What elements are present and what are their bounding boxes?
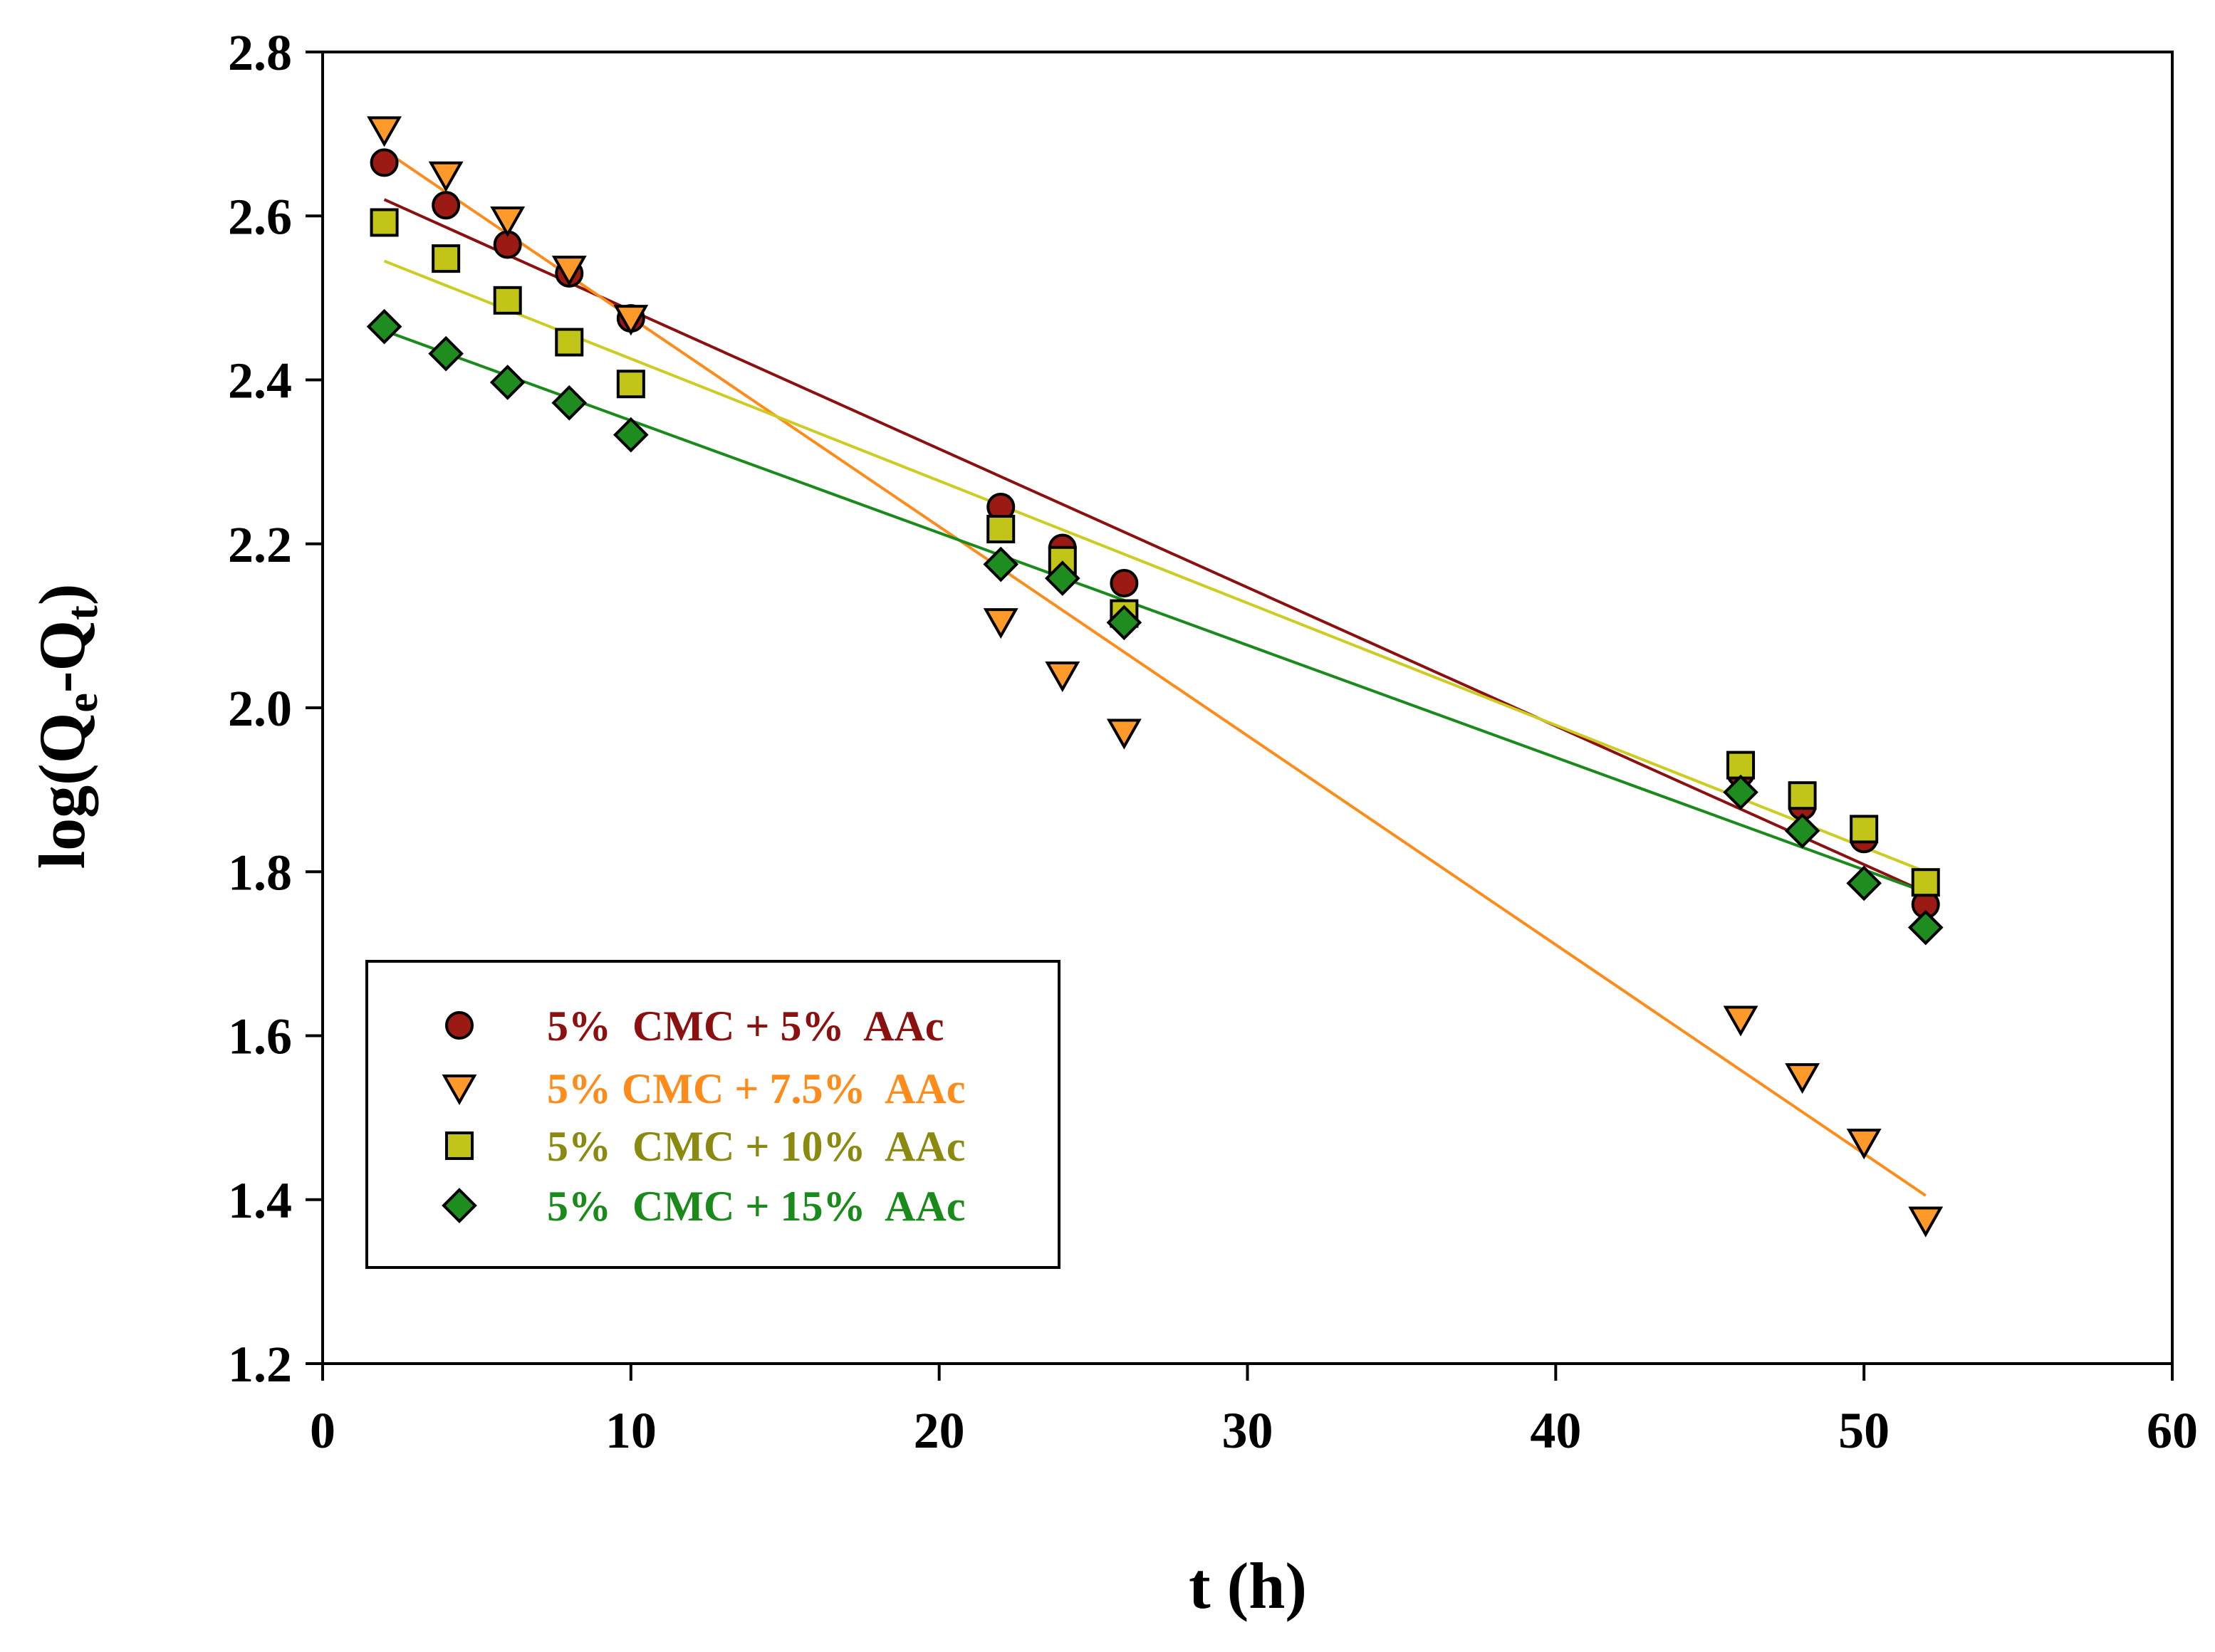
fit-line-series-4 (383, 329, 1927, 894)
data-point-series-1 (1110, 569, 1139, 598)
data-point-series-2 (613, 305, 649, 336)
x-tick-label: 20 (914, 1402, 965, 1459)
data-point-series-3 (1726, 751, 1756, 780)
data-point-series-4 (983, 546, 1019, 582)
data-point-series-2 (1045, 661, 1080, 693)
legend-items: 5% CMC + 5% AAc 5% CMC + 7.5% AAc 5% CMC +… (442, 1003, 965, 1230)
x-tick-label: 50 (1838, 1402, 1890, 1459)
data-point-series-4 (1044, 560, 1080, 596)
data-point-series-3 (616, 370, 645, 399)
y-tick-label: 2.2 (228, 516, 292, 573)
x-tick-label: 0 (310, 1402, 335, 1459)
y-axis-title-sub-e: e (58, 693, 107, 713)
x-tick-label: 30 (1222, 1402, 1273, 1459)
fit-line-series-3 (383, 259, 1927, 874)
data-point-series-2 (1723, 1005, 1758, 1037)
legend: 5% CMC + 5% AAc 5% CMC + 7.5% AAc 5% CMC +… (365, 960, 1060, 1269)
y-axis-title-mid: -Q (26, 620, 98, 693)
data-point-series-4 (366, 308, 402, 345)
data-markers (366, 116, 1944, 1238)
data-point-series-4 (1106, 605, 1142, 641)
y-tick-label: 1.2 (228, 1336, 292, 1393)
data-point-series-3 (1788, 781, 1817, 810)
data-point-series-3 (555, 328, 584, 357)
data-point-series-4 (613, 417, 649, 453)
fit-line-series-1 (383, 198, 1927, 894)
legend-marker-series-1 (445, 1011, 474, 1040)
y-tick-label: 1.6 (228, 1008, 292, 1065)
data-point-series-3 (370, 208, 399, 237)
legend-label-series-4: 5% CMC + 15% AAc (547, 1183, 965, 1230)
y-tick-label: 1.4 (228, 1172, 292, 1229)
y-axis-title-suffix: ) (26, 584, 98, 606)
data-point-series-2 (1106, 718, 1142, 750)
data-point-series-2 (551, 256, 587, 287)
data-point-series-4 (489, 365, 526, 400)
data-point-series-2 (1846, 1129, 1882, 1160)
y-axis-title-sub-t: t (58, 605, 107, 620)
y-tick-label: 1.8 (228, 844, 292, 901)
legend-label-series-1: 5% CMC + 5% AAc (547, 1003, 944, 1050)
data-point-series-4 (1846, 865, 1882, 901)
data-point-series-4 (428, 335, 464, 372)
data-point-series-1 (432, 191, 461, 220)
x-tick-label: 40 (1530, 1402, 1581, 1459)
data-point-series-4 (1784, 812, 1820, 849)
data-point-series-2 (1908, 1206, 1944, 1238)
data-point-series-2 (428, 161, 464, 192)
y-tick-label: 2.0 (228, 680, 292, 737)
x-axis-title: t (h) (1189, 1549, 1307, 1622)
y-tick-label: 2.6 (228, 188, 292, 245)
data-point-series-3 (1850, 815, 1879, 844)
data-point-series-3 (986, 515, 1016, 544)
data-point-series-3 (493, 286, 522, 315)
legend-marker-series-4 (442, 1188, 477, 1223)
data-point-series-2 (983, 608, 1018, 639)
data-point-series-2 (367, 116, 402, 147)
y-axis-title-prefix: log(Q (26, 713, 98, 869)
legend-label-series-3: 5% CMC + 10% AAc (547, 1123, 965, 1170)
data-point-series-4 (1723, 774, 1758, 810)
legend-box (365, 960, 1060, 1269)
data-point-series-1 (370, 148, 399, 177)
x-axis-ticks: 0 10 20 30 40 50 60 (310, 1364, 2198, 1459)
y-axis-ticks: 1.2 1.4 1.6 1.8 2.0 2.2 2.4 2.6 2.8 (228, 24, 323, 1393)
legend-label-series-2: 5% CMC + 7.5% AAc (547, 1065, 965, 1112)
legend-marker-series-3 (445, 1131, 474, 1160)
y-tick-label: 2.8 (228, 24, 292, 81)
data-point-series-3 (432, 244, 461, 273)
x-tick-label: 10 (605, 1402, 657, 1459)
x-tick-label: 60 (2147, 1402, 2198, 1459)
legend-marker-series-2 (442, 1075, 477, 1106)
y-axis-title: log(Qe-Qt) (26, 584, 107, 869)
data-point-series-2 (490, 206, 526, 238)
data-point-series-4 (551, 385, 588, 421)
data-point-series-3 (1911, 868, 1940, 897)
y-tick-label: 2.4 (228, 352, 292, 409)
data-point-series-2 (1785, 1063, 1820, 1094)
data-point-series-4 (1907, 909, 1944, 946)
